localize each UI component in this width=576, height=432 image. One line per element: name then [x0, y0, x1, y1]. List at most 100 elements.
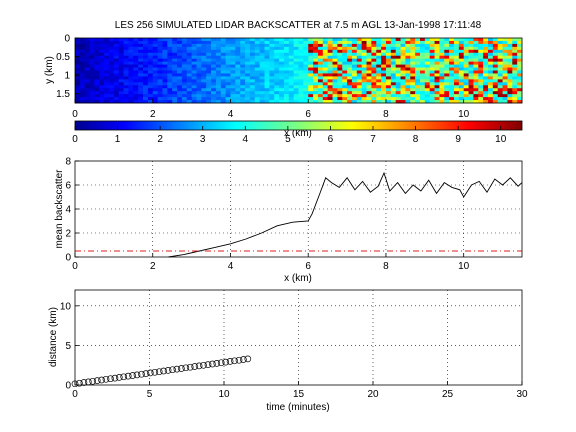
heatmap-cell	[395, 67, 401, 71]
heatmap-cell	[478, 91, 484, 95]
heatmap-cell	[395, 85, 401, 89]
heatmap-cell	[463, 88, 469, 92]
heatmap-cell	[517, 91, 523, 95]
scatter-point	[217, 359, 225, 367]
heatmap-cell	[381, 97, 387, 101]
heatmap-cell	[439, 100, 445, 104]
heatmap-cell	[220, 100, 227, 104]
heatmap-cell	[337, 52, 343, 57]
heatmap-cell	[206, 64, 212, 68]
heatmap-cell	[303, 64, 309, 68]
heatmap-cell	[366, 38, 372, 42]
heatmap-cell	[264, 58, 270, 63]
heatmap-cell	[75, 52, 81, 57]
line-chart-xtick-label: 2	[150, 261, 156, 272]
heatmap-cell	[487, 61, 494, 65]
heatmap-cell	[191, 70, 197, 74]
scatter-ytick-label: 0	[65, 381, 71, 392]
heatmap-cell	[458, 94, 465, 98]
heatmap-cell	[254, 43, 261, 48]
heatmap-cell	[371, 61, 377, 65]
heatmap-cell	[196, 55, 202, 60]
heatmap-cell	[79, 55, 86, 60]
heatmap-cell	[356, 43, 363, 48]
heatmap-cell	[502, 58, 508, 63]
heatmap-cell	[356, 38, 363, 42]
heatmap-xtick-label: 8	[383, 109, 389, 120]
heatmap-cell	[308, 43, 314, 48]
heatmap-cell	[201, 58, 207, 63]
heatmap-cells	[75, 38, 523, 104]
heatmap-cell	[240, 55, 246, 60]
heatmap-cell	[196, 94, 202, 98]
heatmap-cell	[196, 49, 202, 54]
heatmap-cell	[274, 40, 280, 45]
heatmap-cell	[381, 73, 387, 77]
heatmap-cell	[157, 64, 163, 68]
heatmap-cell	[347, 97, 353, 101]
heatmap-cell	[225, 40, 231, 45]
heatmap-cell	[347, 82, 353, 86]
heatmap-cell	[162, 76, 168, 80]
heatmap-cell	[123, 97, 129, 101]
heatmap-cell	[497, 85, 503, 89]
heatmap-cell	[322, 55, 329, 60]
heatmap-cell	[424, 76, 431, 80]
heatmap-cell	[157, 85, 163, 89]
heatmap-cell	[186, 79, 193, 83]
heatmap-cell	[400, 97, 406, 101]
heatmap-cell	[298, 94, 304, 98]
heatmap-cell	[269, 67, 275, 71]
heatmap-cell	[502, 46, 508, 51]
heatmap-cell	[429, 52, 435, 57]
heatmap-cell	[405, 55, 411, 60]
heatmap-cell	[172, 70, 178, 74]
heatmap-cell	[453, 46, 460, 51]
heatmap-cell	[245, 76, 251, 80]
heatmap-cell	[123, 100, 129, 104]
heatmap-cell	[75, 79, 81, 83]
heatmap-cell	[337, 64, 343, 68]
heatmap-cell	[211, 67, 217, 71]
heatmap-cell	[94, 70, 100, 74]
heatmap-cell	[512, 82, 518, 86]
heatmap-cell	[434, 88, 440, 92]
heatmap-cell	[410, 97, 416, 101]
heatmap-cell	[419, 97, 426, 101]
heatmap-cell	[269, 85, 275, 89]
heatmap-cell	[94, 46, 100, 51]
heatmap-cell	[94, 49, 100, 54]
heatmap-cell	[376, 52, 382, 57]
heatmap-cell	[157, 46, 163, 51]
heatmap-cell	[104, 58, 110, 63]
heatmap-cell	[240, 100, 246, 104]
heatmap-cell	[463, 67, 469, 71]
heatmap-cell	[157, 100, 163, 104]
colorbar-tick-label: 1	[115, 134, 121, 145]
heatmap-cell	[351, 67, 358, 71]
heatmap-cell	[269, 46, 275, 51]
heatmap-cell	[118, 58, 124, 63]
heatmap-cell	[497, 49, 503, 54]
heatmap-cell	[84, 46, 90, 51]
heatmap-cell	[463, 76, 469, 80]
heatmap-cell	[487, 43, 494, 48]
heatmap-cell	[487, 70, 494, 74]
heatmap-cell	[196, 70, 202, 74]
heatmap-cell	[269, 38, 275, 42]
scatter-point	[182, 364, 190, 372]
heatmap-cell	[371, 97, 377, 101]
heatmap-cell	[347, 64, 353, 68]
heatmap-cell	[444, 97, 450, 101]
heatmap-cell	[385, 94, 392, 98]
heatmap-cell	[434, 91, 440, 95]
heatmap-cell	[381, 64, 387, 68]
heatmap-cell	[468, 43, 474, 48]
heatmap-cell	[254, 97, 261, 101]
heatmap-cell	[181, 46, 188, 51]
heatmap-cell	[109, 64, 115, 68]
heatmap-cell	[201, 94, 207, 98]
heatmap-cell	[123, 40, 129, 45]
heatmap-cell	[356, 88, 363, 92]
heatmap-cell	[512, 91, 518, 95]
